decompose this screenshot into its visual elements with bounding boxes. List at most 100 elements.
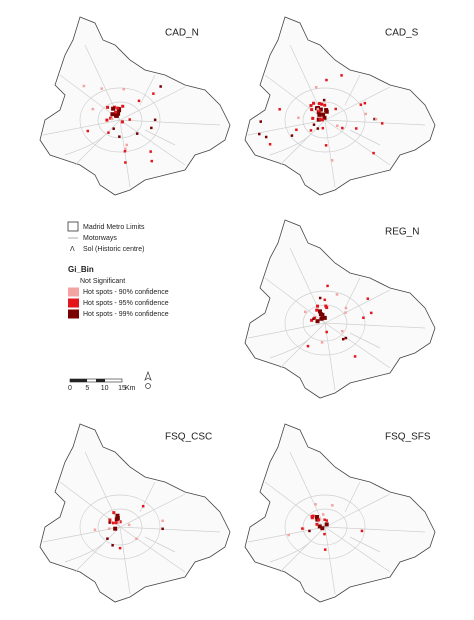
hot-spot <box>150 159 154 163</box>
hot-spot <box>107 527 111 530</box>
hot-spot <box>317 112 322 117</box>
scale-tick: 10 <box>101 385 109 392</box>
hot-spot <box>117 520 121 524</box>
hot-spot <box>304 310 307 314</box>
hot-spot <box>153 118 157 122</box>
hot-spot <box>321 112 326 117</box>
hot-spot <box>116 111 121 116</box>
hot-spot <box>314 503 317 506</box>
hot-spot <box>311 116 315 120</box>
hot-spot <box>141 504 145 508</box>
hot-spot <box>161 527 164 531</box>
hot-spot <box>125 143 128 147</box>
legend-sol-icon: Λ <box>70 246 75 253</box>
hot-spot <box>330 159 334 162</box>
hot-spot <box>341 329 344 333</box>
hot-spot <box>268 143 272 146</box>
hot-spot <box>323 518 326 522</box>
hot-spot <box>320 312 325 317</box>
hot-spot <box>321 126 325 130</box>
hot-spot <box>82 84 86 88</box>
hot-spot <box>124 161 127 164</box>
hot-spot <box>152 92 155 95</box>
hot-spot <box>161 519 164 523</box>
hot-spot <box>111 521 115 525</box>
hot-spot <box>106 105 110 109</box>
hot-spot <box>114 521 118 525</box>
hot-spot <box>295 128 298 132</box>
hot-spot <box>354 127 358 130</box>
hot-spot <box>106 537 109 540</box>
hot-spot <box>323 103 327 107</box>
north-arrow <box>144 371 152 381</box>
hot-spot <box>118 135 121 138</box>
hot-spot <box>325 330 328 334</box>
hot-spot <box>86 129 90 133</box>
hot-spot <box>320 102 324 106</box>
hot-spot <box>322 98 326 102</box>
legend-item: Motorways <box>83 235 117 242</box>
hot-spot <box>314 515 319 520</box>
hot-spot <box>259 120 262 123</box>
hot-spot <box>93 528 97 532</box>
hot-spot <box>120 120 124 124</box>
hot-spot <box>312 317 315 321</box>
hot-spot <box>316 127 320 130</box>
hot-spot <box>353 355 357 358</box>
hot-spot <box>317 102 321 106</box>
hot-spot <box>116 106 120 110</box>
scale-tick: 15 <box>118 385 126 392</box>
hot-spot <box>91 107 95 111</box>
hot-spot <box>301 527 304 530</box>
hot-spot <box>309 104 313 108</box>
legend-limits-icon <box>67 221 79 232</box>
hot-spot <box>312 101 316 105</box>
hot-spot <box>334 107 337 111</box>
map-panel <box>39 423 231 603</box>
hot-spot <box>278 108 281 111</box>
hot-spot <box>322 315 327 320</box>
hot-spot <box>314 85 318 89</box>
hot-spot <box>109 116 113 120</box>
hot-spot <box>124 147 127 151</box>
hot-spot <box>320 118 324 122</box>
hot-spot <box>320 341 324 344</box>
hot-spot <box>287 533 290 537</box>
hot-spot <box>114 110 118 114</box>
hot-spot <box>320 526 325 531</box>
legend-swatch <box>68 309 79 319</box>
hot-spot <box>111 544 114 547</box>
hot-spot <box>340 74 343 77</box>
hot-spot <box>318 296 322 300</box>
hot-spot <box>123 150 127 153</box>
hot-spot <box>112 127 115 130</box>
hot-spot <box>310 108 314 112</box>
legend-swatch <box>68 287 79 297</box>
hot-spot <box>310 516 314 520</box>
hot-spot <box>372 151 375 155</box>
hot-spot <box>150 126 153 130</box>
hot-spot <box>115 513 120 518</box>
hot-spot <box>325 78 328 82</box>
hot-spot <box>326 284 329 288</box>
scale-bar: 0 5 10 15 Km <box>68 371 152 392</box>
hot-spot <box>113 526 118 531</box>
hot-spot <box>336 124 339 128</box>
hot-spot <box>315 308 319 312</box>
legend-class: Hot spots - 90% confidence <box>83 289 169 296</box>
hot-spot <box>110 117 114 121</box>
legend-class: Hot spots - 95% confidence <box>83 300 169 307</box>
map-panel <box>244 423 436 603</box>
scale-bar-fill <box>96 379 105 382</box>
hot-spot <box>105 118 109 122</box>
hot-spot <box>374 117 378 121</box>
hot-spot <box>341 126 344 130</box>
hot-spot <box>115 516 120 521</box>
hot-spot <box>318 107 323 112</box>
hot-spot <box>100 87 104 90</box>
hot-spot <box>317 309 322 314</box>
metro-outline <box>39 16 231 196</box>
panel-label: CAD_N <box>165 28 199 39</box>
hot-spot <box>315 522 319 526</box>
